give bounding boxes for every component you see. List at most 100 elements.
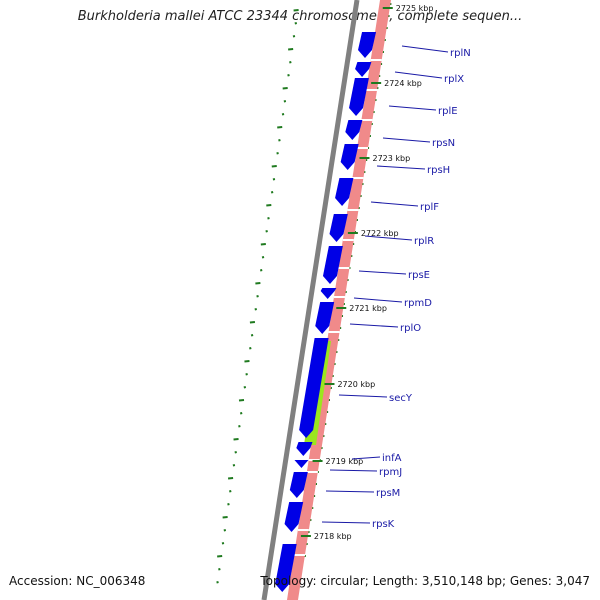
leader-line-rpsE xyxy=(358,270,407,275)
gc-tick xyxy=(218,568,221,571)
leader-line-rplX xyxy=(394,71,443,79)
gc-tick xyxy=(261,256,265,259)
gc-tick xyxy=(259,269,263,272)
gc-tick xyxy=(265,230,268,233)
gc-tick xyxy=(245,373,248,376)
rna-band-fill xyxy=(287,0,391,600)
gc-tick xyxy=(234,451,237,454)
gc-tick xyxy=(249,347,252,350)
gene-label-rplF: rplF xyxy=(420,202,439,213)
gene-label-infA: infA xyxy=(382,453,402,464)
gc-tick xyxy=(266,204,272,207)
scale-labels: 2725 kbp 2724 kbp 2723 kbp 2722 kbp 2721 kbp… xyxy=(300,4,434,541)
leader-line-rpsK xyxy=(321,521,371,524)
gc-tick xyxy=(222,516,228,519)
leader-line-rpmJ xyxy=(329,469,378,472)
gc-tick xyxy=(282,87,288,90)
gc-tick xyxy=(287,74,290,77)
gc-tick xyxy=(271,165,277,168)
gc-tick xyxy=(272,178,276,181)
gc-tick xyxy=(270,191,274,194)
gene-arrow xyxy=(294,460,310,468)
gene-arrow xyxy=(299,338,329,438)
leader-line-secY xyxy=(338,394,388,398)
gene-arrow xyxy=(355,62,372,77)
scale-label-2725: 2725 kbp xyxy=(396,4,434,13)
map-title: Burkholderia mallei ATCC 23344 chromosom… xyxy=(77,9,523,24)
gc-tick xyxy=(221,542,225,545)
leader-line-rplF xyxy=(370,201,419,207)
gene-arrow xyxy=(335,178,354,206)
leader-line-rplN xyxy=(401,45,449,53)
scale-label-2722: 2722 kbp xyxy=(361,229,399,238)
leader-line-infA xyxy=(351,456,381,460)
gene-labels: rplN rplX rplE rpsN rpsH rplF rplR rpsE rpmD rplO… xyxy=(321,45,471,530)
gc-tick xyxy=(289,61,292,64)
gc-tick xyxy=(278,139,281,142)
gene-arrow xyxy=(322,246,343,284)
gc-tick xyxy=(277,126,283,129)
gc-tick xyxy=(288,48,294,51)
gene-label-rplE: rplE xyxy=(438,106,458,117)
gc-tick xyxy=(292,35,296,38)
gene-label-rpsH: rpsH xyxy=(427,165,450,176)
scale-label-2724: 2724 kbp xyxy=(384,79,422,88)
leader-line-rpsN xyxy=(382,137,431,143)
gene-arrow xyxy=(296,442,313,456)
gene-label-rplR: rplR xyxy=(414,236,434,247)
gc-tick xyxy=(294,22,298,25)
leader-line-rplO xyxy=(349,323,399,328)
topology-text: Topology: circular; Length: 3,510,148 bp… xyxy=(260,574,590,588)
gc-tick xyxy=(238,425,241,428)
gene-arrow xyxy=(358,32,377,58)
gene-arrow xyxy=(275,544,297,592)
scale-label-2718: 2718 kbp xyxy=(314,532,352,541)
gc-tick xyxy=(276,152,279,155)
gc-tick xyxy=(217,555,223,558)
gene-arrow xyxy=(340,144,359,170)
gene-label-rpmJ: rpmJ xyxy=(379,467,402,478)
gc-tick xyxy=(244,360,250,363)
gc-tick xyxy=(256,295,259,298)
gene-arrow xyxy=(315,302,335,334)
gene-track xyxy=(275,32,377,592)
scale-label-2723: 2723 kbp xyxy=(373,154,411,163)
leader-line-rpmD xyxy=(353,297,403,303)
gc-tick xyxy=(223,529,227,532)
backbone xyxy=(261,0,360,600)
gc-tick xyxy=(255,282,261,285)
gc-tick xyxy=(233,438,239,441)
gc-tick xyxy=(227,503,230,506)
gc-tick xyxy=(283,100,287,103)
gc-tick xyxy=(238,399,245,402)
gene-arrow xyxy=(329,214,348,242)
gene-label-rplO: rplO xyxy=(400,323,421,334)
gene-label-rpsM: rpsM xyxy=(376,488,400,499)
gc-tick xyxy=(254,308,257,311)
scale-label-2721: 2721 kbp xyxy=(349,304,387,313)
gc-tick xyxy=(250,334,254,337)
gene-arrow xyxy=(289,472,308,498)
gc-tick xyxy=(239,412,243,415)
gene-label-rpsE: rpsE xyxy=(408,270,430,281)
gene-label-rpmD: rpmD xyxy=(404,298,432,309)
gene-label-secY: secY xyxy=(389,393,413,404)
accession-text: Accession: NC_006348 xyxy=(9,574,146,588)
gene-label-rpsK: rpsK xyxy=(372,519,395,530)
gene-arrow xyxy=(345,120,363,140)
gene-arrow xyxy=(320,288,337,299)
gene-arrow xyxy=(349,78,369,116)
backbone-line xyxy=(261,0,360,600)
gc-tick xyxy=(293,9,299,12)
gc-tick xyxy=(249,321,256,324)
gene-label-rpsN: rpsN xyxy=(432,138,455,149)
leader-line-rplR xyxy=(364,235,413,241)
gc-tick xyxy=(267,217,270,220)
gc-tick xyxy=(243,386,247,389)
gc-ticks xyxy=(216,3,392,584)
gc-tick xyxy=(232,464,236,467)
leader-line-rpsM xyxy=(325,490,375,493)
gene-arrow xyxy=(284,502,304,532)
leader-line-rplE xyxy=(388,105,437,111)
